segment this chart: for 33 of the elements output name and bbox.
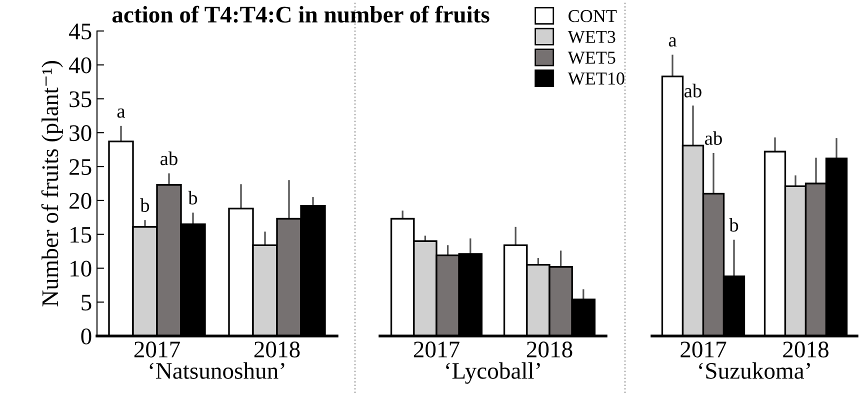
y-tick-label: 5 [82, 294, 92, 311]
data-label: ab [705, 131, 722, 145]
data-label: a [117, 108, 126, 118]
x-axis-title: ‘Natsunoshun’ [150, 362, 284, 379]
x-tick-label: 2017 [134, 342, 180, 358]
y-tick-label: 35 [70, 91, 92, 108]
y-tick-label: 45 [68, 24, 92, 40]
y-axis-title: Number of fruits (plant⁻¹) [41, 61, 63, 306]
x-tick-label: 2017 [414, 342, 460, 358]
x-axis-title: ‘Suzukoma’ [699, 362, 810, 379]
legend-label: WET3 [568, 30, 616, 44]
data-label: ab [160, 152, 178, 166]
x-tick-label: 2018 [526, 342, 572, 358]
x-tick-label: 2018 [254, 342, 300, 358]
y-tick-label: 25 [70, 159, 92, 175]
data-label: b [729, 218, 738, 232]
y-tick-label: 0 [81, 328, 92, 344]
legend-label: WET10 [568, 72, 624, 85]
y-tick-label: 40 [68, 57, 92, 74]
y-tick-label: 10 [70, 260, 92, 277]
data-label: b [140, 198, 150, 212]
x-tick-label: 2017 [680, 342, 726, 358]
legend-label: CONT [568, 10, 617, 22]
data-label: a [668, 37, 677, 47]
y-tick-label: 20 [70, 192, 92, 209]
legend-label: WET5 [568, 52, 616, 64]
y-tick-label: 30 [70, 125, 92, 142]
x-axis-title: ‘Lycoball’ [446, 362, 540, 384]
chart-title: action of T4:T4:C in number of fruits [112, 6, 490, 23]
x-tick-label: 2018 [783, 342, 828, 358]
data-label: ab [684, 84, 702, 98]
y-tick-label: 15 [70, 226, 92, 243]
data-label: b [188, 190, 198, 205]
